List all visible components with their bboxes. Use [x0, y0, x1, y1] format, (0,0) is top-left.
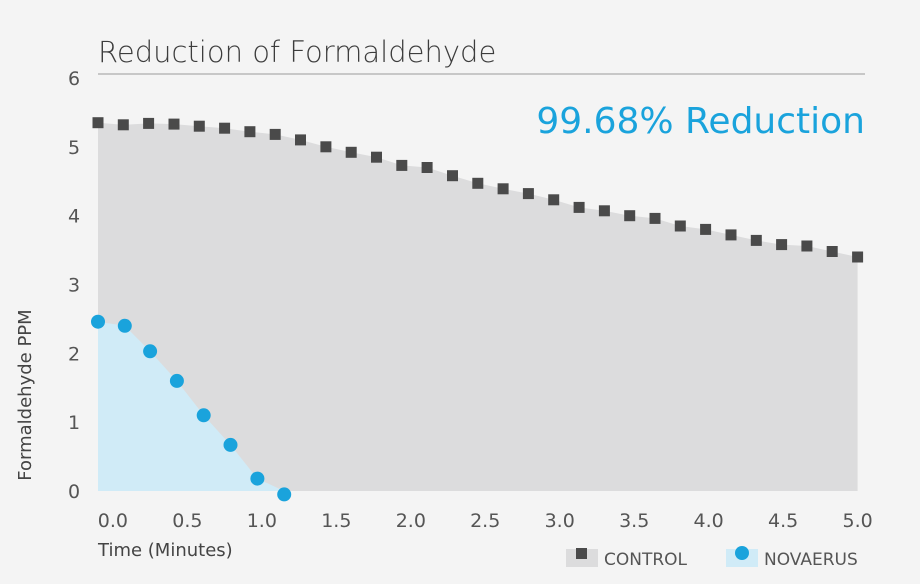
- area-control: [98, 122, 858, 491]
- novaerus-point: [196, 408, 211, 423]
- control-point: [624, 210, 636, 222]
- x-tick-label: 5.0: [842, 510, 872, 532]
- novaerus-point: [250, 471, 265, 486]
- control-point: [548, 194, 560, 206]
- novaerus-point: [223, 437, 238, 452]
- x-axis-label: Time (Minutes): [97, 540, 233, 561]
- x-tick-label: 1.5: [321, 510, 351, 532]
- novaerus-point: [143, 344, 158, 359]
- y-tick-label: 0: [68, 481, 80, 503]
- control-point: [852, 251, 864, 263]
- x-tick-label: 2.0: [396, 510, 426, 532]
- control-point: [143, 117, 155, 129]
- control-point: [345, 146, 357, 158]
- novaerus-point: [117, 318, 132, 333]
- control-point: [168, 118, 180, 130]
- control-point: [421, 162, 433, 173]
- control-point: [674, 220, 686, 232]
- legend-novaerus-marker: [735, 546, 749, 560]
- legend-control-label: CONTROL: [604, 550, 688, 570]
- y-axis-label: Formaldehyde PPM: [15, 309, 36, 480]
- reduction-annotation: 99.68% Reduction: [536, 101, 865, 142]
- control-point: [117, 119, 129, 131]
- control-point: [573, 201, 585, 213]
- control-point: [649, 212, 661, 224]
- legend-novaerus-label: NOVAERUS: [764, 550, 858, 570]
- control-point: [776, 239, 788, 251]
- y-tick-label: 1: [68, 412, 80, 434]
- control-point: [750, 234, 762, 246]
- x-tick-label: 3.0: [545, 510, 575, 532]
- control-point: [447, 170, 458, 182]
- control-point: [320, 141, 332, 153]
- chart-title: Reduction of Formaldehyde: [98, 35, 496, 69]
- control-point: [522, 188, 534, 200]
- control-point: [371, 151, 382, 163]
- control-point: [497, 183, 509, 195]
- y-tick-label: 3: [68, 275, 80, 297]
- y-tick-label: 4: [68, 206, 80, 228]
- x-axis-ticks: 0.0 0.5 1.0 1.5 2.0 2.5 3.0 3.5 4.0 4.5 5.0: [98, 510, 873, 532]
- control-point: [244, 126, 256, 138]
- control-point: [700, 223, 712, 235]
- chart-areas: [98, 122, 858, 491]
- legend-control-marker: [576, 548, 587, 559]
- control-point: [193, 120, 205, 132]
- area-novaerus: [98, 321, 285, 491]
- y-tick-label: 2: [68, 343, 80, 365]
- control-point: [801, 240, 813, 252]
- x-tick-label: 4.5: [768, 510, 798, 532]
- x-tick-label: 4.0: [693, 510, 723, 532]
- x-tick-label: 3.5: [619, 510, 649, 532]
- novaerus-point: [277, 487, 292, 502]
- control-point: [725, 229, 737, 241]
- y-axis-ticks: 0 1 2 3 4 5 6: [68, 68, 80, 503]
- y-tick-label: 6: [68, 68, 80, 90]
- x-tick-label: 1.0: [247, 510, 277, 532]
- control-point: [598, 205, 610, 217]
- novaerus-point: [91, 314, 105, 329]
- control-point: [472, 177, 484, 189]
- novaerus-point: [169, 373, 184, 388]
- control-point: [295, 134, 306, 146]
- control-point: [269, 128, 281, 140]
- y-tick-label: 5: [68, 137, 80, 159]
- x-tick-label: 0.0: [98, 510, 128, 532]
- control-point: [219, 122, 231, 134]
- legend: CONTROL NOVAERUS: [566, 546, 858, 570]
- chart-markers: [91, 117, 864, 502]
- control-point: [826, 246, 838, 257]
- x-tick-label: 2.5: [470, 510, 500, 532]
- control-point: [396, 159, 408, 171]
- control-point: [92, 117, 104, 129]
- x-tick-label: 0.5: [172, 510, 202, 532]
